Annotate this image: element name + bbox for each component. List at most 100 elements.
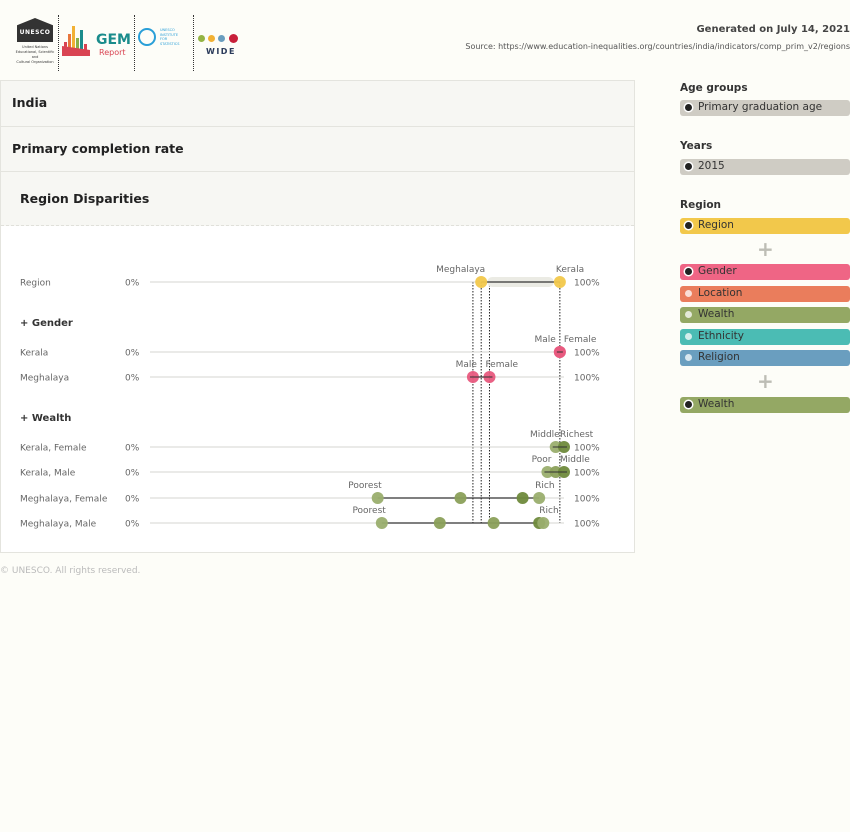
gem-logo-text: GEM [96,32,131,48]
data-point [371,492,384,504]
axis-max-label: 100% [574,495,600,505]
gem-report-logo: GEM Report [62,20,132,60]
uis-circle-icon [138,28,156,46]
chip-label: Ethnicity [698,330,744,342]
axis-max-label: 100% [574,469,600,479]
data-point [553,276,566,288]
logo-divider [58,15,59,71]
row-label: Meghalaya [20,374,69,384]
disparities-chart: Region 0% 100% Meghalaya Kerala + Gender Keral… [20,265,600,530]
wide-logo-text: WIDE [206,47,236,56]
axis-min-label: 0% [125,279,140,289]
point-label: Middle [530,430,560,440]
copyright: © UNESCO. All rights reserved. [0,566,141,576]
point-label: Male [456,360,478,370]
data-point [516,492,529,504]
chip-label: Primary graduation age [698,101,823,113]
main-panel: India Primary completion rate Region Dis… [0,80,635,553]
row-label: Kerala, Female [20,444,87,454]
radio-empty-icon [685,311,692,318]
unesco-logo-text: UNESCO [19,29,51,36]
point-label: Kerala [556,265,584,275]
group-label: + Gender [20,318,73,329]
source-link[interactable]: Source: https://www.education-inequaliti… [465,42,850,51]
radio-selected-icon [685,401,692,408]
generated-date: Generated on July 14, 2021 [696,24,850,35]
row-label: Meghalaya, Female [20,495,108,505]
plus-icon: + [757,237,774,261]
data-point [454,492,467,504]
chip-label: 2015 [698,160,725,172]
axis-max-label: 100% [574,279,600,289]
chip-label: Gender [698,265,737,277]
region-chip-wealth[interactable]: Wealth [680,397,850,413]
point-label: Female [485,360,518,370]
axis-min-label: 0% [125,444,140,454]
region-option-location[interactable]: Location [680,286,850,302]
chip-label: Location [698,287,743,299]
chip-label: Wealth [698,308,735,320]
logo-divider [134,15,135,71]
uis-caption: UNESCO INSTITUTE FOR STATISTICS [160,28,180,46]
point-label: Female [564,335,597,345]
axis-min-label: 0% [125,520,140,530]
radio-selected-icon [685,104,692,111]
years-title: Years [680,140,713,152]
region-title: Region [680,199,722,211]
point-label: Meghalaya [436,265,485,275]
uis-logo: UNESCO INSTITUTE FOR STATISTICS [138,26,192,56]
logo-divider [193,15,194,71]
radio-empty-icon [685,290,692,297]
axis-min-label: 0% [125,349,140,359]
point-label: Rich [535,481,554,491]
point-label: Middle [560,455,590,465]
region-option-ethnicity[interactable]: Ethnicity [680,329,850,345]
region-option-gender[interactable]: Gender [680,264,850,280]
wide-logo: WIDE [198,28,248,58]
radio-empty-icon [685,333,692,340]
gem-report-text: Report [99,48,126,57]
axis-min-label: 0% [125,374,140,384]
chip-label: Wealth [698,398,735,410]
region-chip-region[interactable]: Region [680,218,850,234]
axis-min-label: 0% [125,469,140,479]
point-label: Male [535,335,557,345]
point-label: Richest [560,430,594,440]
row-label: Kerala, Male [20,469,76,479]
region-option-religion[interactable]: Religion [680,350,850,366]
unesco-caption: United Nations Educational, Scientific a… [15,45,55,64]
indicator-title: Primary completion rate [1,127,634,172]
axis-max-label: 100% [574,374,600,384]
row-label: Region [20,279,51,289]
data-point [487,517,500,529]
axis-max-label: 100% [574,520,600,530]
data-point [475,276,488,288]
country-title: India [1,81,634,127]
chip-label: Region [698,219,734,231]
chip-label: Religion [698,351,740,363]
data-point [537,517,550,529]
plus-icon: + [757,369,774,393]
data-point [533,492,546,504]
axis-min-label: 0% [125,495,140,505]
year-chip[interactable]: 2015 [680,159,850,175]
region-option-wealth[interactable]: Wealth [680,307,850,323]
point-label: Poor [532,455,552,465]
view-title: Region Disparities [1,172,634,226]
age-group-chip[interactable]: Primary graduation age [680,100,850,116]
point-label: Poorest [348,481,382,491]
point-label: Poorest [352,506,386,516]
row-label: Meghalaya, Male [20,520,97,530]
group-label: + Wealth [20,413,71,424]
axis-max-label: 100% [574,444,600,454]
wide-dots-icon [198,34,246,44]
age-groups-title: Age groups [680,82,748,94]
point-label: Rich [539,506,558,516]
gem-bars-icon [62,20,92,56]
data-point [375,517,388,529]
radio-empty-icon [685,354,692,361]
unesco-logo: UNESCO United Nations Educational, Scien… [14,18,56,72]
axis-max-label: 100% [574,349,600,359]
radio-selected-icon [685,163,692,170]
row-label: Kerala [20,349,48,359]
